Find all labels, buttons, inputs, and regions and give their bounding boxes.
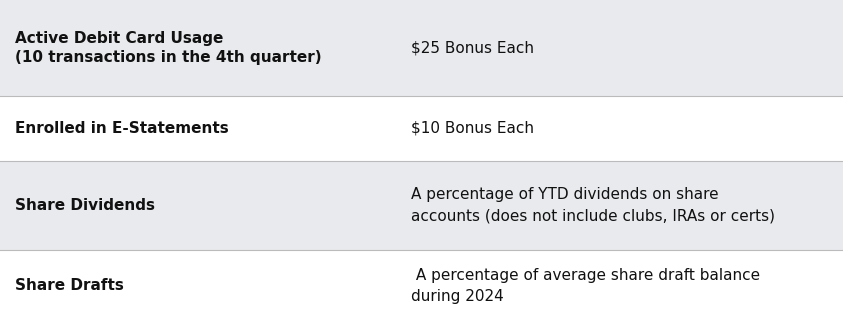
Bar (0, 250, 843, 321)
Text: $10 Bonus Each: $10 Bonus Each (411, 121, 534, 136)
Text: Enrolled in E-Statements: Enrolled in E-Statements (15, 121, 229, 136)
Bar (0, 96, 843, 160)
Bar (0, 160, 843, 250)
Text: A percentage of YTD dividends on share
accounts (does not include clubs, IRAs or: A percentage of YTD dividends on share a… (411, 187, 776, 223)
Text: A percentage of average share draft balance
during 2024: A percentage of average share draft bala… (411, 268, 760, 304)
Text: Active Debit Card Usage
(10 transactions in the 4th quarter): Active Debit Card Usage (10 transactions… (15, 31, 322, 65)
Text: Share Drafts: Share Drafts (15, 278, 124, 293)
Text: Share Dividends: Share Dividends (15, 198, 155, 213)
Text: $25 Bonus Each: $25 Bonus Each (411, 41, 534, 56)
Bar (0, 0, 843, 96)
